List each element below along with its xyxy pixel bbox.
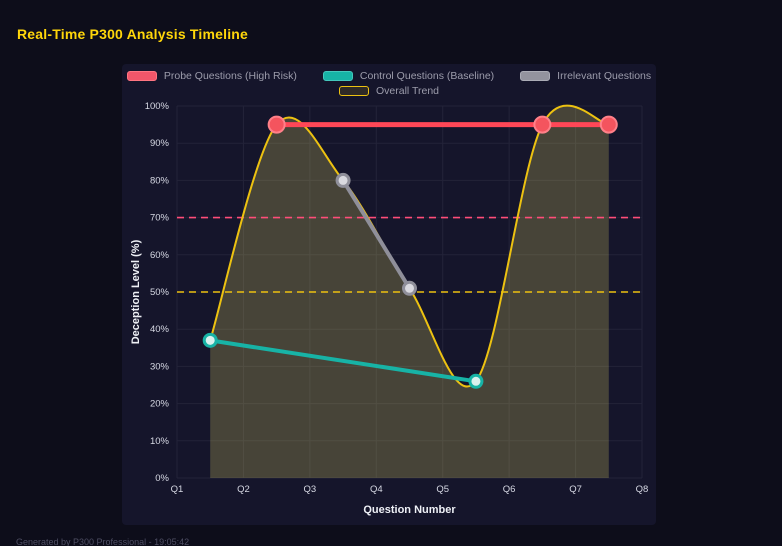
y-tick-label: 80% (150, 175, 170, 186)
x-axis-title: Question Number (363, 504, 456, 516)
x-tick-label: Q2 (237, 484, 250, 495)
legend-label-trend: Overall Trend (375, 85, 440, 97)
x-tick-label: Q4 (370, 484, 383, 495)
legend-label-irrelevant: Irrelevant Questions (557, 70, 652, 82)
page-title: Real-Time P300 Analysis Timeline (17, 26, 249, 42)
data-point[interactable] (533, 115, 552, 134)
y-tick-label: 30% (150, 361, 170, 372)
legend-label-control: Control Questions (Baseline) (359, 70, 495, 82)
y-tick-label: 40% (150, 324, 170, 335)
legend-swatch-probe-icon (126, 71, 157, 81)
legend-label-probe: Probe Questions (High Risk) (163, 70, 297, 82)
legend-row-1: Probe Questions (High Risk) Control Ques… (126, 70, 651, 82)
line-chart: Q1 Q2 Q3 Q4 Q5 Q6 Q7 Q8 0% 10% 20% 30% 40% 50% 60% 70% 8… (145, 101, 649, 495)
legend-swatch-irrelevant-icon (520, 71, 551, 81)
y-tick-label: 90% (150, 138, 170, 149)
y-tick-label: 10% (150, 436, 170, 447)
y-tick-label: 70% (150, 213, 170, 224)
data-point[interactable] (468, 373, 484, 389)
x-tick-label: Q6 (503, 484, 516, 495)
data-point[interactable] (335, 172, 351, 188)
x-tick-label: Q5 (436, 484, 449, 495)
x-tick-label: Q3 (304, 484, 317, 495)
y-tick-label: 50% (150, 287, 170, 298)
series-line-1 (208, 338, 478, 384)
x-tick-label: Q7 (569, 484, 582, 495)
legend-item-probe[interactable]: Probe Questions (High Risk) (126, 70, 297, 82)
y-tick-label: 20% (150, 399, 170, 410)
chart-panel: Probe Questions (High Risk) Control Ques… (122, 64, 656, 525)
y-tick-label: 0% (155, 473, 169, 484)
legend-item-irrelevant[interactable]: Irrelevant Questions (520, 70, 651, 82)
data-point[interactable] (267, 115, 286, 134)
legend-swatch-trend-icon (338, 86, 369, 96)
y-tick-label: 100% (145, 101, 170, 112)
legend-item-control[interactable]: Control Questions (Baseline) (322, 70, 495, 82)
x-tick-label: Q8 (636, 484, 649, 495)
x-tick-label: Q1 (171, 484, 184, 495)
legend-item-trend[interactable]: Overall Trend (338, 85, 440, 97)
footer-text: Generated by P300 Professional - 19:05:4… (16, 537, 190, 546)
data-point[interactable] (202, 332, 218, 348)
y-tick-label: 60% (150, 250, 170, 261)
chart-legend: Probe Questions (High Risk) Control Ques… (122, 70, 656, 97)
data-point[interactable] (402, 280, 417, 296)
data-point[interactable] (599, 115, 618, 134)
legend-swatch-control-icon (322, 71, 353, 81)
series-line-2 (341, 178, 412, 291)
legend-row-2: Overall Trend (338, 85, 440, 97)
